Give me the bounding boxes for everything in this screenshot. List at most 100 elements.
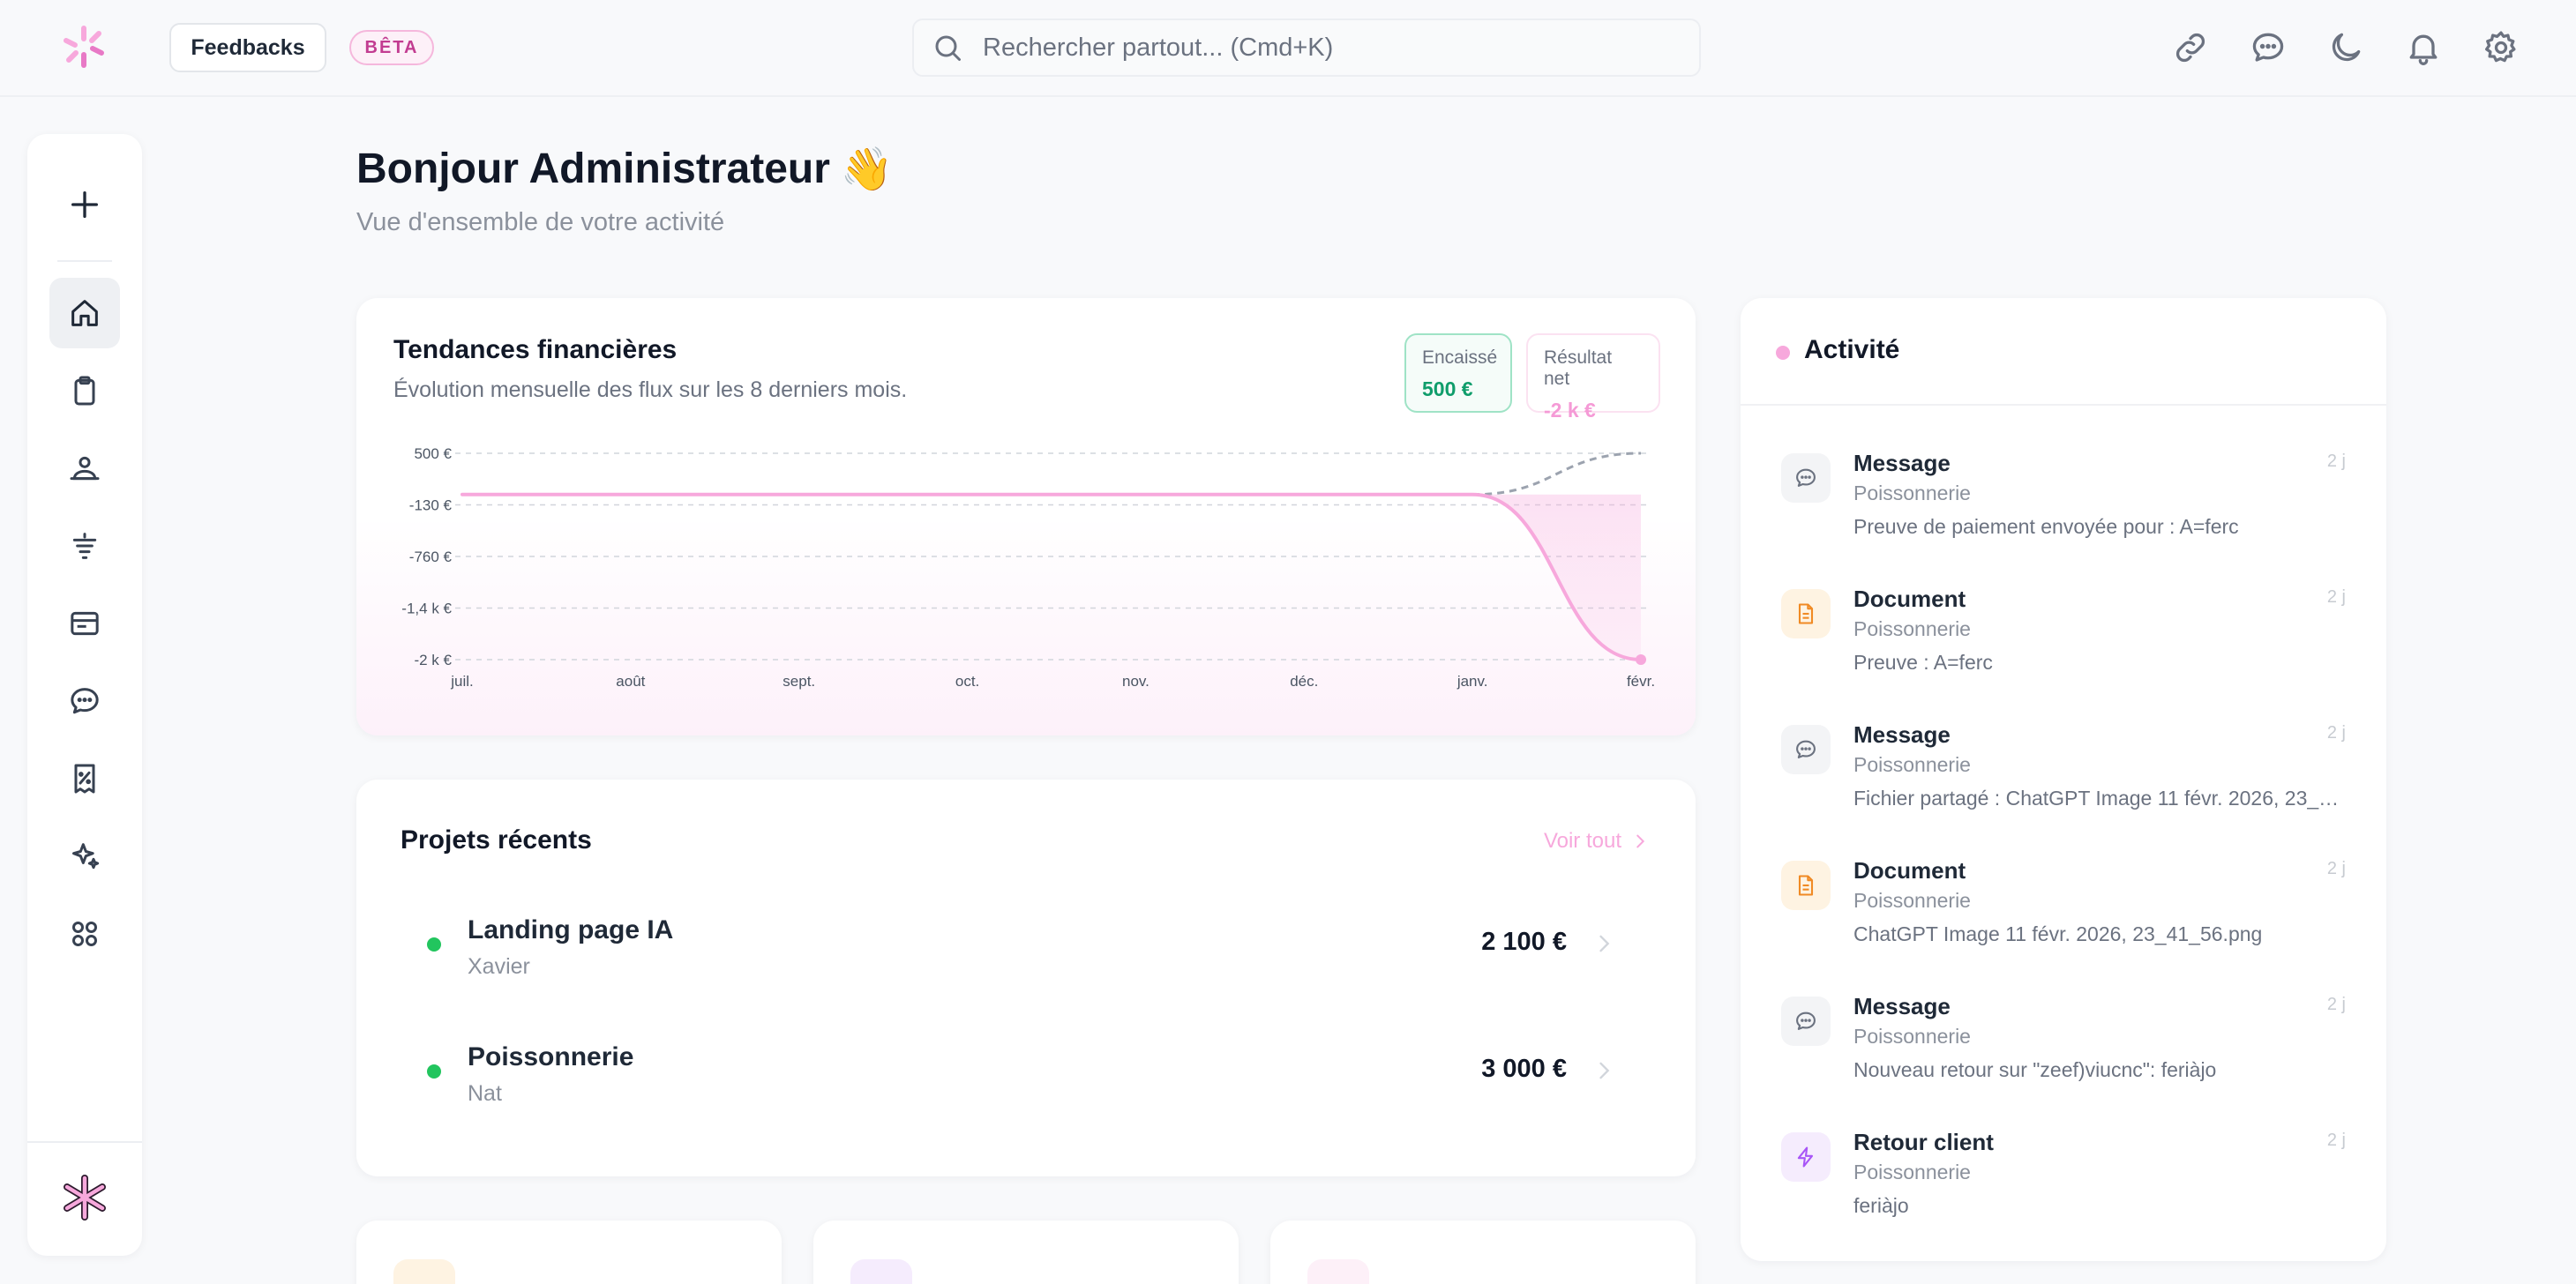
stat-card[interactable]: [1270, 1221, 1696, 1284]
x-tick-label: août: [616, 673, 645, 690]
see-all-label: Voir tout: [1543, 829, 1621, 853]
message-icon: [850, 1259, 912, 1284]
sparkles-icon: [1307, 1259, 1369, 1284]
project-client: Nat: [468, 1081, 502, 1106]
kpi-collected[interactable]: Encaissé 500 €: [1404, 333, 1512, 413]
activity-project: Poissonnerie: [1853, 1161, 1971, 1183]
gear-icon[interactable]: [2482, 28, 2520, 67]
top-bar: Feedbacks BÊTA Rechercher partout... (Cm…: [0, 0, 2576, 97]
kpi-value: 500 €: [1422, 377, 1473, 400]
x-tick-label: juil.: [450, 673, 474, 690]
card-title: Activité: [1804, 335, 1900, 364]
chevron-right-icon: [1599, 1062, 1610, 1079]
sidebar-item-clients[interactable]: [49, 433, 120, 504]
status-dot: [427, 937, 441, 952]
project-client: Xavier: [468, 954, 530, 979]
kpi-net-result[interactable]: Résultat net -2 k €: [1526, 333, 1660, 422]
document-icon: [1781, 589, 1831, 638]
activity-type: Document: [1853, 857, 1966, 884]
sidebar-item-messages[interactable]: [49, 666, 120, 736]
activity-item[interactable]: Retour client Poissonnerie feriàjo 2 j: [1781, 1129, 2346, 1252]
activity-type: Message: [1853, 721, 1951, 748]
activity-detail: Fichier partagé : ChatGPT Image 11 févr.…: [1853, 787, 2346, 810]
sparkles-icon: [72, 843, 100, 870]
search-placeholder: Rechercher partout... (Cmd+K): [983, 33, 1334, 62]
see-all-link[interactable]: Voir tout: [1544, 829, 1650, 854]
activity-item[interactable]: Document Poissonnerie ChatGPT Image 11 f…: [1781, 857, 2346, 981]
app-logo[interactable]: [58, 21, 109, 72]
project-name: Landing page IA: [468, 915, 674, 944]
activity-item[interactable]: Document Poissonnerie Preuve : A=ferc 2 …: [1781, 586, 2346, 709]
activity-project: Poissonnerie: [1853, 889, 1971, 912]
sidebar-item-apps[interactable]: [49, 899, 120, 969]
chat-icon[interactable]: [2249, 28, 2288, 67]
series-line: [461, 492, 1643, 661]
sidebar-item-archive[interactable]: [49, 588, 120, 659]
x-tick-label: déc.: [1290, 673, 1318, 690]
status-dot: [427, 1064, 441, 1079]
x-tick-label: févr.: [1627, 673, 1655, 690]
activity-time: 2 j: [2326, 587, 2346, 607]
activity-card: Activité Message Poissonnerie Preuve de …: [1741, 298, 2386, 1261]
activity-item[interactable]: Message Poissonnerie Fichier partagé : C…: [1781, 721, 2346, 845]
grid-icon: [72, 922, 97, 946]
sidebar-item-filters[interactable]: [49, 511, 120, 581]
recent-projects-card: Projets récents Voir tout Landing page I…: [356, 780, 1696, 1176]
wave-emoji: 👋: [840, 146, 894, 193]
activity-item[interactable]: Message Poissonnerie Nouveau retour sur …: [1781, 993, 2346, 1116]
activity-detail: ChatGPT Image 11 févr. 2026, 23_41_56.pn…: [1853, 922, 2263, 945]
archive-icon: [71, 611, 99, 636]
financial-trends-card: 500 € -130 € -760 € -1,4 k € -2 k € juil. août…: [356, 298, 1696, 735]
activity-type: Retour client: [1853, 1129, 1994, 1155]
users-icon: [70, 456, 100, 481]
card-subtitle: Évolution mensuelle des flux sur les 8 d…: [393, 377, 908, 402]
activity-detail: Nouveau retour sur "zeef)viucnc": feriàj…: [1853, 1058, 2217, 1081]
sidebar-item-projects[interactable]: [49, 355, 120, 426]
message-icon: [1781, 997, 1831, 1046]
chevron-right-icon: [1636, 834, 1645, 848]
home-icon: [71, 300, 98, 326]
message-icon: [1781, 725, 1831, 774]
card-title: Tendances financières: [393, 335, 678, 364]
sidebar-item-create[interactable]: [49, 169, 120, 240]
activity-time: 2 j: [2326, 723, 2346, 743]
activity-type: Message: [1853, 450, 1951, 476]
card-title: Projets récents: [401, 825, 592, 855]
project-row[interactable]: Poissonnerie Nat 3 000 €: [401, 1023, 1651, 1120]
stat-card[interactable]: [356, 1221, 782, 1284]
activity-project: Poissonnerie: [1853, 482, 1971, 504]
message-icon: [1781, 453, 1831, 503]
sidebar-divider: [27, 1141, 142, 1143]
series-line: [1472, 452, 1642, 496]
y-tick-label: 500 €: [414, 445, 452, 462]
sidebar-item-ai[interactable]: [49, 821, 120, 892]
lightning-icon: [1781, 1132, 1831, 1182]
activity-header: Activité: [1741, 298, 2386, 406]
page-title: Bonjour Administrateur 👋: [356, 144, 894, 194]
search-input[interactable]: Rechercher partout... (Cmd+K): [912, 19, 1701, 77]
brand-icon[interactable]: [58, 1171, 111, 1224]
bell-icon[interactable]: [2404, 28, 2443, 67]
sidebar-item-home[interactable]: [49, 278, 120, 348]
stat-card[interactable]: [813, 1221, 1239, 1284]
page-subtitle: Vue d'ensemble de votre activité: [356, 208, 725, 236]
activity-time: 2 j: [2326, 1131, 2346, 1150]
chevron-right-icon: [1599, 935, 1610, 952]
moon-icon[interactable]: [2326, 28, 2365, 67]
activity-item[interactable]: Message Poissonnerie Preuve de paiement …: [1781, 450, 2346, 573]
sidebar-item-invoices[interactable]: [49, 743, 120, 814]
project-row[interactable]: Landing page IA Xavier 2 100 €: [401, 896, 1651, 993]
feedbacks-button[interactable]: Feedbacks: [169, 23, 326, 72]
activity-type: Message: [1853, 993, 1951, 1019]
activity-project: Poissonnerie: [1853, 1025, 1971, 1048]
x-tick-label: sept.: [783, 673, 815, 690]
kpi-value: -2 k €: [1544, 399, 1596, 422]
financial-trends-chart: 500 € -130 € -760 € -1,4 k € -2 k € juil. août…: [401, 445, 1655, 690]
greeting-text: Bonjour Administrateur: [356, 146, 830, 192]
link-icon[interactable]: [2171, 28, 2210, 67]
data-point: [1636, 654, 1646, 665]
activity-project: Poissonnerie: [1853, 753, 1971, 776]
project-amount: 2 100 €: [1481, 928, 1567, 956]
x-tick-label: nov.: [1122, 673, 1149, 690]
project-name: Poissonnerie: [468, 1042, 634, 1071]
